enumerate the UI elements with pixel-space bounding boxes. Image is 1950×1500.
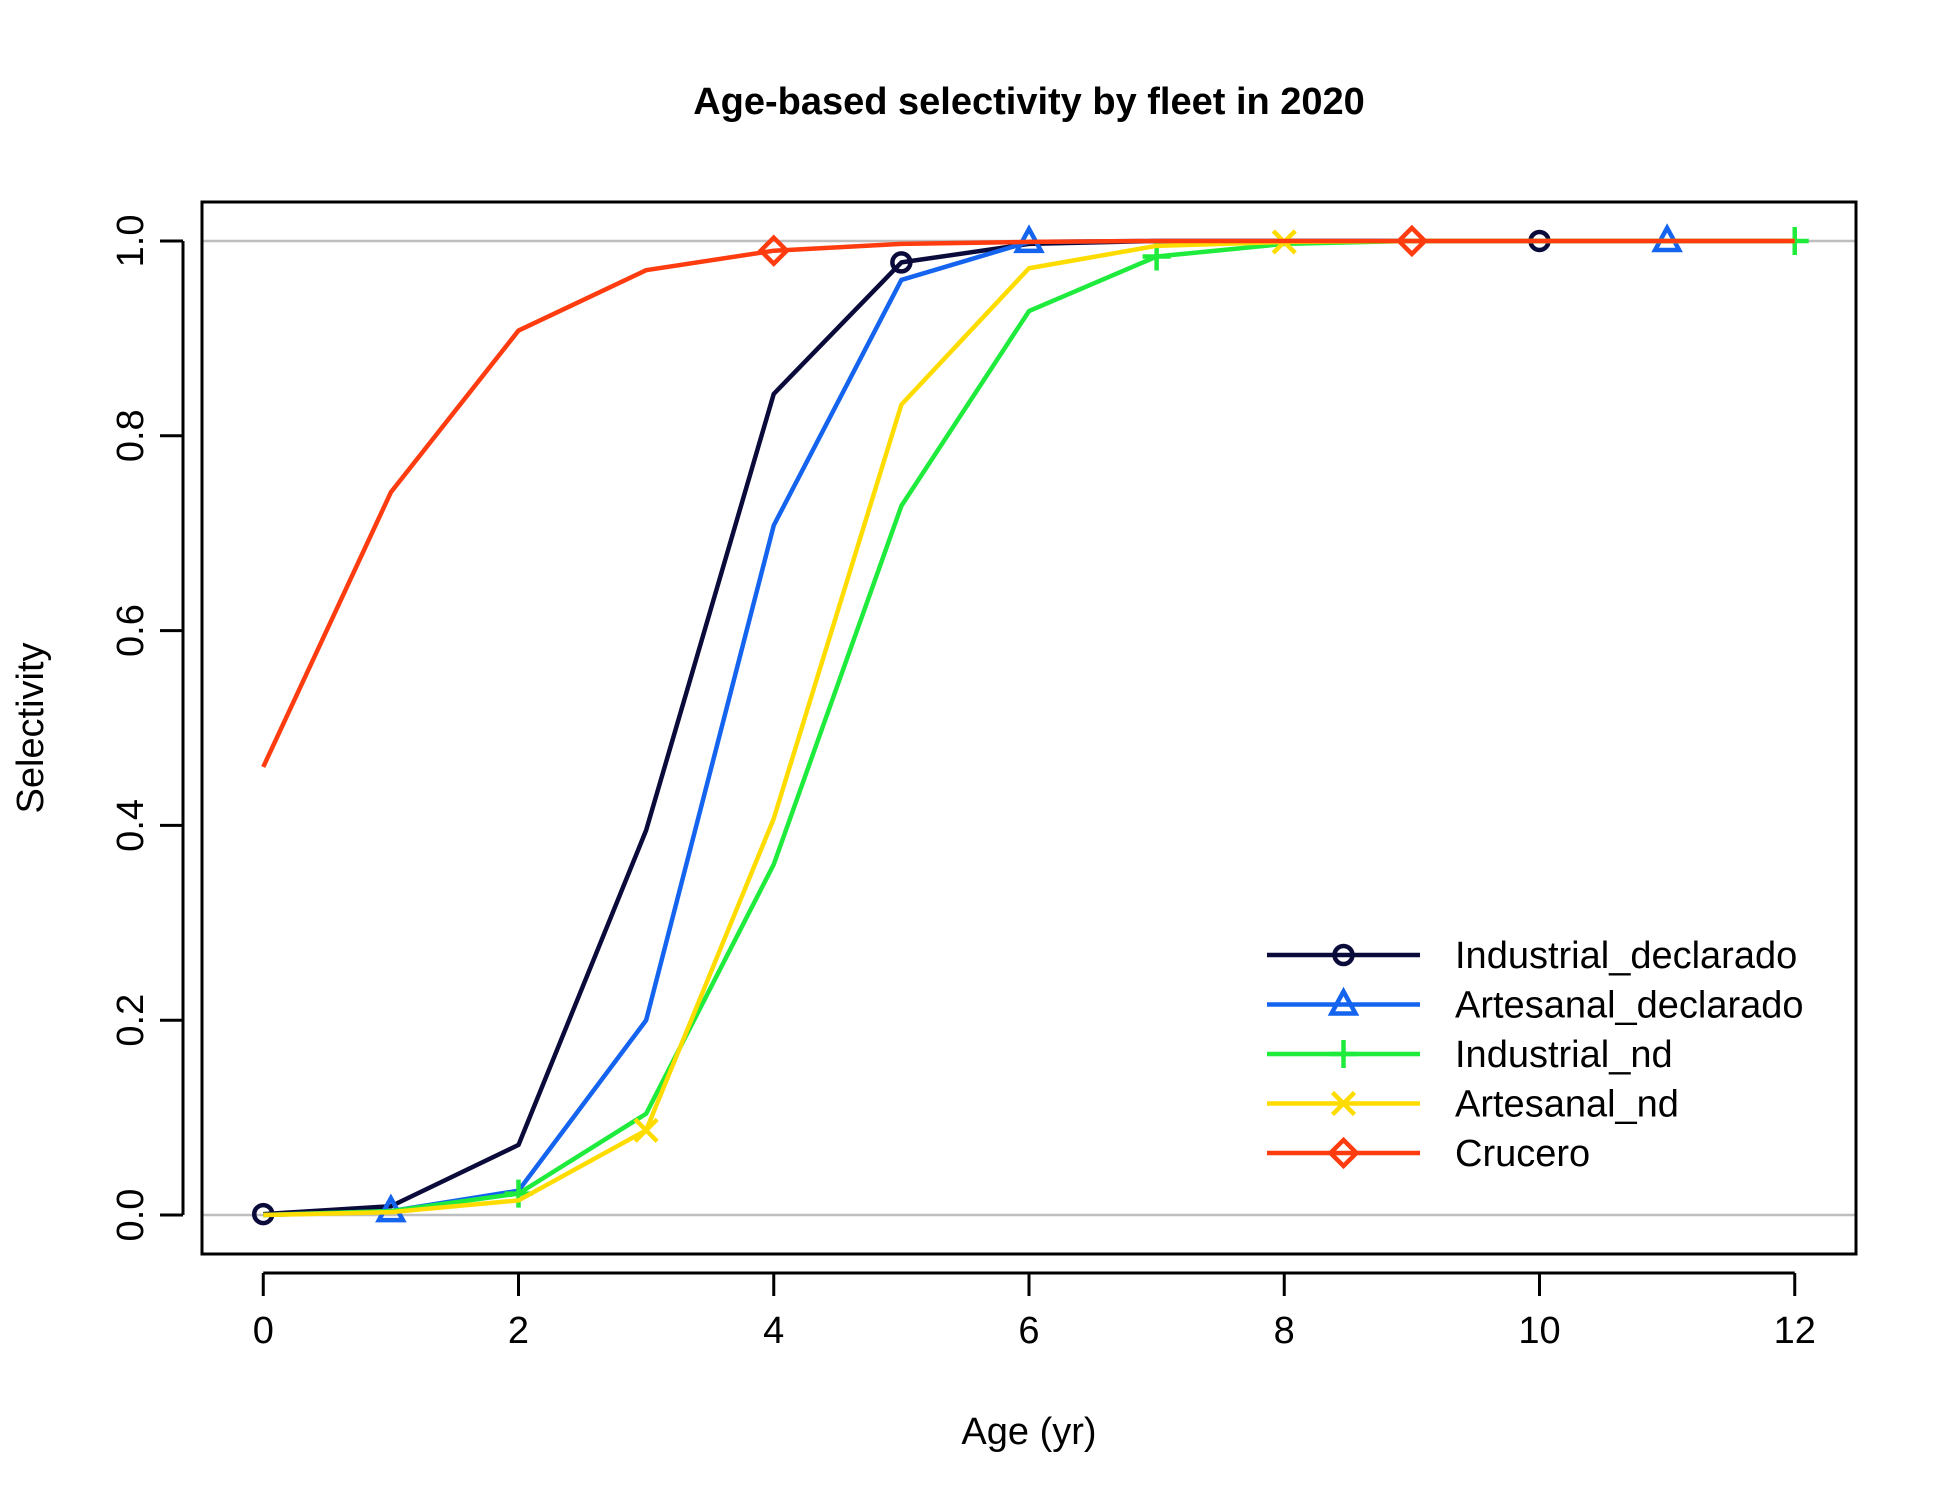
x-tick-label-1: 2 <box>508 1310 529 1352</box>
series-layer <box>252 223 1809 1226</box>
legend-marker <box>1332 943 1355 967</box>
x-tick-label-4: 8 <box>1274 1310 1295 1352</box>
legend-marker <box>1327 1136 1360 1170</box>
legend-item-Artesanal_declarado: Artesanal_declarado <box>1267 985 1804 1027</box>
plot-frame <box>200 200 1858 1256</box>
y-tick-label-0: 0.0 <box>110 1189 152 1242</box>
legend: Industrial_declarado Artesanal_declarado I… <box>1267 935 1804 1175</box>
point-Industrial_declarado-5 <box>890 251 913 274</box>
x-axis-label: Age (yr) <box>961 1411 1096 1453</box>
y-axis-label: Selectivity <box>10 642 52 813</box>
y-tick-label-2: 0.4 <box>110 799 152 852</box>
x-axis: 0 2 4 6 8 10 12 <box>253 1271 1816 1352</box>
series-Crucero <box>261 224 1795 768</box>
chart-title: Age-based selectivity by fleet in 2020 <box>693 81 1365 123</box>
legend-label: Artesanal_nd <box>1455 1084 1679 1126</box>
legend-item-Artesanal_nd: Artesanal_nd <box>1267 1084 1679 1126</box>
legend-item-Crucero: Crucero <box>1267 1133 1590 1175</box>
y-tick-label-4: 0.8 <box>110 409 152 462</box>
legend-label: Artesanal_declarado <box>1455 985 1804 1027</box>
legend-label: Crucero <box>1455 1133 1590 1175</box>
point-Crucero-4 <box>757 234 790 267</box>
y-tick-label-3: 0.6 <box>110 604 152 657</box>
legend-marker <box>1329 1040 1358 1068</box>
series-line-Crucero <box>261 238 1795 768</box>
x-tick-label-2: 4 <box>763 1310 784 1352</box>
y-tick-label-1: 0.2 <box>110 994 152 1047</box>
y-axis: 0.0 0.2 0.4 0.6 0.8 1.0 <box>110 215 185 1242</box>
legend-item-Industrial_nd: Industrial_nd <box>1267 1034 1673 1076</box>
legend-marker <box>1327 986 1360 1016</box>
x-tick-label-6: 12 <box>1774 1310 1816 1352</box>
legend-marker <box>1330 1090 1357 1117</box>
legend-label: Industrial_nd <box>1455 1034 1673 1076</box>
x-tick-label-0: 0 <box>253 1310 274 1352</box>
legend-label: Industrial_declarado <box>1455 935 1797 977</box>
point-Crucero-9 <box>1395 224 1429 258</box>
x-tick-label-3: 6 <box>1018 1310 1039 1352</box>
legend-item-Industrial_declarado: Industrial_declarado <box>1267 935 1797 977</box>
x-tick-label-5: 10 <box>1518 1310 1560 1352</box>
point-Artesanal_nd-3 <box>633 1117 659 1143</box>
y-tick-label-5: 1.0 <box>110 215 152 268</box>
